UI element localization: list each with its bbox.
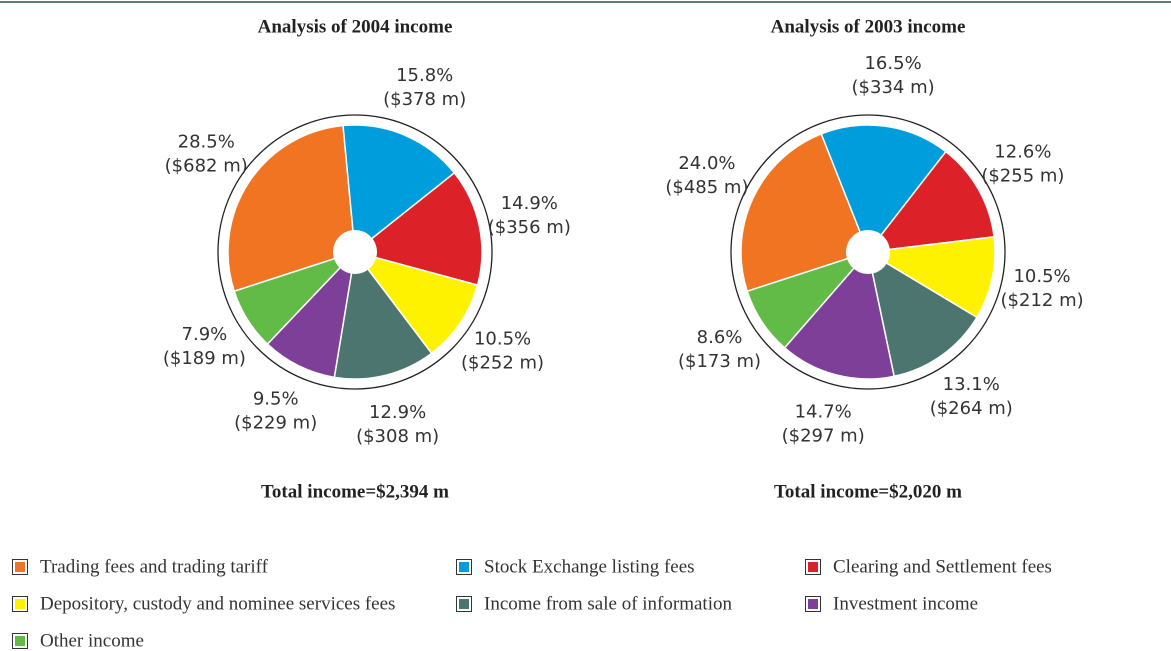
total-label: Total income=$2,020 m — [774, 481, 962, 502]
legend-label: Clearing and Settlement fees — [833, 556, 1052, 577]
slice-percent-label: 24.0% — [678, 153, 735, 174]
slice-amount-label: ($189 m) — [163, 348, 246, 369]
slice-percent-label: 7.9% — [182, 324, 228, 345]
slice-percent-label: 12.6% — [994, 141, 1051, 162]
legend-swatch-fill — [808, 562, 818, 572]
pie-slice — [227, 124, 356, 293]
slice-percent-label: 16.5% — [864, 53, 921, 74]
slice-amount-label: ($212 m) — [1001, 290, 1084, 311]
pie-ring — [217, 114, 493, 390]
slice-amount-label: ($255 m) — [981, 165, 1064, 186]
pie-slice — [746, 250, 871, 349]
slice-percent-label: 9.5% — [253, 388, 299, 409]
legend-swatch-fill — [15, 562, 25, 572]
legend-swatch-fill — [459, 599, 469, 609]
pie-slice — [333, 250, 433, 380]
slice-percent-label: 14.9% — [501, 193, 558, 214]
slice-amount-label: ($334 m) — [852, 77, 935, 98]
pie-slice — [353, 171, 483, 287]
legend-swatch-fill — [15, 636, 25, 646]
slice-amount-label: ($356 m) — [488, 217, 571, 238]
pie-ring — [730, 114, 1006, 390]
chart-title: Analysis of 2003 income — [771, 16, 966, 37]
slice-percent-label: 10.5% — [1013, 266, 1070, 287]
pie-slice — [266, 249, 357, 379]
pie-slice — [865, 236, 996, 319]
legend-label: Trading fees and trading tariff — [40, 556, 269, 577]
slice-percent-label: 28.5% — [178, 131, 235, 152]
pie-hole — [846, 230, 890, 274]
slice-amount-label: ($308 m) — [356, 426, 439, 447]
pie-slice — [233, 251, 356, 346]
slice-percent-label: 8.6% — [697, 327, 743, 348]
legend-label: Stock Exchange listing fees — [484, 556, 695, 577]
legend-label: Other income — [40, 630, 144, 651]
slice-amount-label: ($264 m) — [930, 398, 1013, 419]
slice-amount-label: ($252 m) — [461, 353, 544, 374]
slice-amount-label: ($297 m) — [782, 425, 865, 446]
slice-percent-label: 12.9% — [369, 402, 426, 423]
pie-slice — [353, 250, 479, 355]
slice-percent-label: 13.1% — [943, 374, 1000, 395]
pie-slice — [783, 250, 896, 380]
slice-amount-label: ($485 m) — [665, 177, 748, 198]
total-label: Total income=$2,394 m — [261, 481, 449, 502]
slice-amount-label: ($378 m) — [383, 89, 466, 110]
slice-amount-label: ($173 m) — [678, 351, 761, 372]
pie-slice — [866, 250, 978, 378]
slice-percent-label: 14.7% — [795, 401, 852, 422]
pie-slice — [866, 150, 995, 253]
pie-slice — [342, 124, 456, 254]
slice-amount-label: ($229 m) — [234, 412, 317, 433]
legend-label: Investment income — [833, 593, 978, 614]
legend-label: Income from sale of information — [484, 593, 732, 614]
slice-percent-label: 15.8% — [396, 65, 453, 86]
pie-hole — [333, 230, 377, 274]
legend-swatch-fill — [459, 562, 469, 572]
legend-swatch-fill — [808, 599, 818, 609]
slice-percent-label: 10.5% — [474, 329, 531, 350]
chart-title: Analysis of 2004 income — [258, 16, 453, 37]
slice-amount-label: ($682 m) — [165, 155, 248, 176]
legend-swatch-fill — [15, 599, 25, 609]
legend-label: Depository, custody and nominee services… — [40, 593, 395, 614]
pie-slice — [820, 124, 947, 254]
